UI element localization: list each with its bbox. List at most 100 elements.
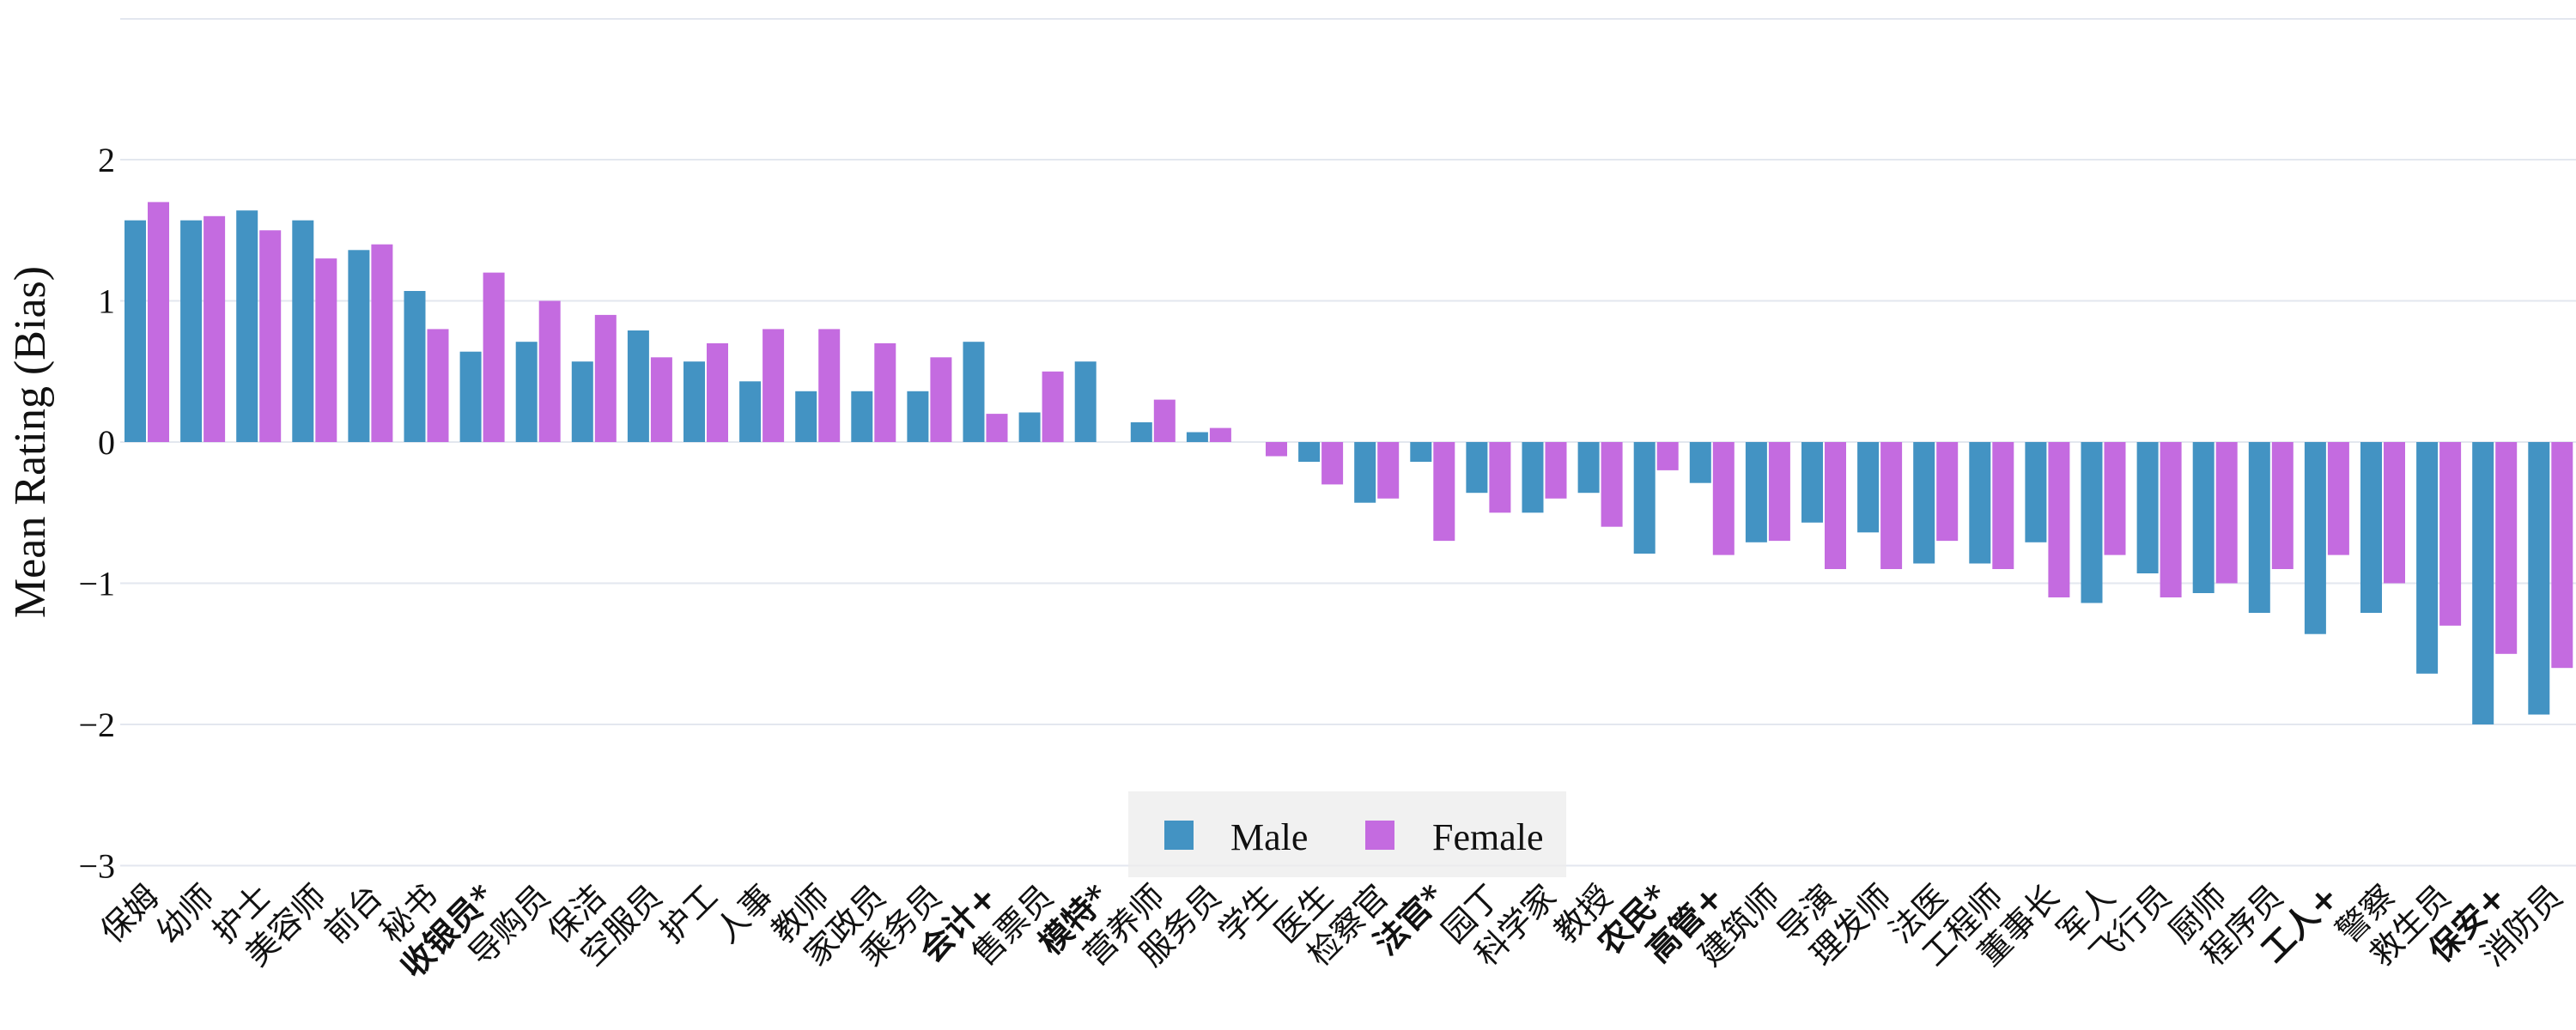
bar-female: [371, 244, 393, 442]
legend-swatch-male: [1164, 821, 1194, 850]
bar-female: [1489, 442, 1511, 513]
bar-male: [1745, 442, 1767, 542]
x-category-layer: 保姆幼师护士美容师前台秘书收银员*导购员保洁空服员护工人事教师家政员乘务员会计+…: [94, 876, 2570, 985]
bar-female: [2048, 442, 2070, 597]
bar-male: [1969, 442, 1991, 564]
bar-male: [125, 220, 146, 442]
bar-female: [1601, 442, 1623, 527]
bar-female: [1042, 371, 1064, 443]
x-category-label: 前台: [317, 877, 390, 950]
legend-label-male: Male: [1230, 816, 1308, 858]
bar-male: [2360, 442, 2382, 613]
bar-male: [1689, 442, 1711, 483]
bar-male: [348, 250, 370, 442]
bar-female: [986, 414, 1008, 442]
bar-male: [2416, 442, 2439, 674]
bar-layer: [125, 202, 2573, 724]
bar-female: [1433, 442, 1455, 542]
bar-male: [1522, 442, 1544, 513]
bar-male: [1354, 442, 1376, 503]
legend-label-female: Female: [1432, 816, 1544, 858]
bar-female: [1377, 442, 1400, 499]
bar-female: [1992, 442, 2014, 569]
bar-female: [315, 258, 337, 442]
bar-male: [739, 381, 762, 442]
y-tick-label: −2: [78, 706, 115, 744]
bar-female: [2384, 442, 2405, 584]
y-axis-label: Mean Rating (Bias): [6, 266, 55, 618]
bar-female: [1768, 442, 1790, 542]
bar-male: [2192, 442, 2215, 593]
bar-male: [2025, 442, 2047, 542]
y-tick-label: 2: [98, 141, 115, 179]
bar-female: [762, 329, 785, 442]
bar-male: [1801, 442, 1823, 523]
bar-male: [2081, 442, 2103, 603]
legend-swatch-female: [1365, 821, 1394, 850]
bar-female: [1209, 427, 1231, 442]
bar-female: [427, 329, 449, 442]
bar-male: [1130, 422, 1152, 442]
bar-male: [851, 391, 873, 442]
legend-background: [1128, 791, 1566, 877]
bar-female: [204, 215, 226, 443]
bar-male: [795, 391, 817, 442]
bar-male: [907, 391, 929, 442]
bar-male: [963, 342, 985, 442]
bar-female: [148, 202, 169, 442]
bar-female: [2439, 442, 2462, 626]
bar-female: [650, 357, 672, 442]
bar-male: [1577, 442, 1600, 494]
x-category-label: 学生: [1212, 877, 1285, 950]
x-category-label: 幼师: [149, 877, 222, 950]
bar-male: [1074, 361, 1097, 442]
bar-female: [2104, 442, 2126, 555]
bar-female: [2215, 442, 2238, 584]
y-tick-label: 1: [98, 282, 115, 321]
bar-male: [404, 291, 426, 442]
bar-male: [683, 361, 705, 442]
bar-female: [2551, 442, 2573, 669]
bar-male: [292, 220, 314, 442]
bar-female: [1321, 442, 1344, 485]
bar-female: [930, 357, 952, 442]
bar-female: [874, 342, 896, 442]
bar-female: [483, 272, 505, 442]
y-tick-label: −3: [78, 847, 115, 886]
y-tick-label: 0: [98, 423, 115, 462]
bar-male: [2528, 442, 2550, 715]
bar-female: [2327, 442, 2349, 555]
x-category-label: 保姆: [94, 877, 167, 950]
bar-male: [1298, 442, 1321, 462]
bar-male: [1018, 412, 1041, 442]
bar-female: [1545, 442, 1567, 499]
bar-male: [2248, 442, 2270, 613]
bar-female: [2160, 442, 2182, 597]
x-category-label: 人事: [708, 877, 781, 950]
bar-male: [515, 342, 538, 442]
bar-male: [459, 351, 482, 442]
bar-female: [1656, 442, 1679, 470]
bar-male: [571, 361, 593, 442]
bar-male: [1186, 432, 1208, 442]
bar-male: [1633, 442, 1656, 554]
bar-male: [2136, 442, 2159, 573]
bar-male: [180, 220, 203, 442]
bar-male: [1913, 442, 1935, 564]
bar-female: [1266, 442, 1287, 457]
bar-male: [2472, 442, 2494, 724]
bar-male: [236, 210, 258, 442]
legend: Male Female: [1128, 791, 1566, 877]
bar-female: [1825, 442, 1846, 569]
bar-female: [818, 329, 841, 442]
bar-male: [627, 330, 649, 442]
bar-female: [707, 342, 728, 442]
bar-female: [1153, 399, 1176, 442]
y-tick-label: −1: [78, 565, 115, 603]
bar-male: [1410, 442, 1432, 462]
bar-male: [1466, 442, 1488, 494]
bar-female: [1936, 442, 1959, 542]
y-tick-layer: −3 −2 −1 0 1 2: [78, 141, 115, 886]
